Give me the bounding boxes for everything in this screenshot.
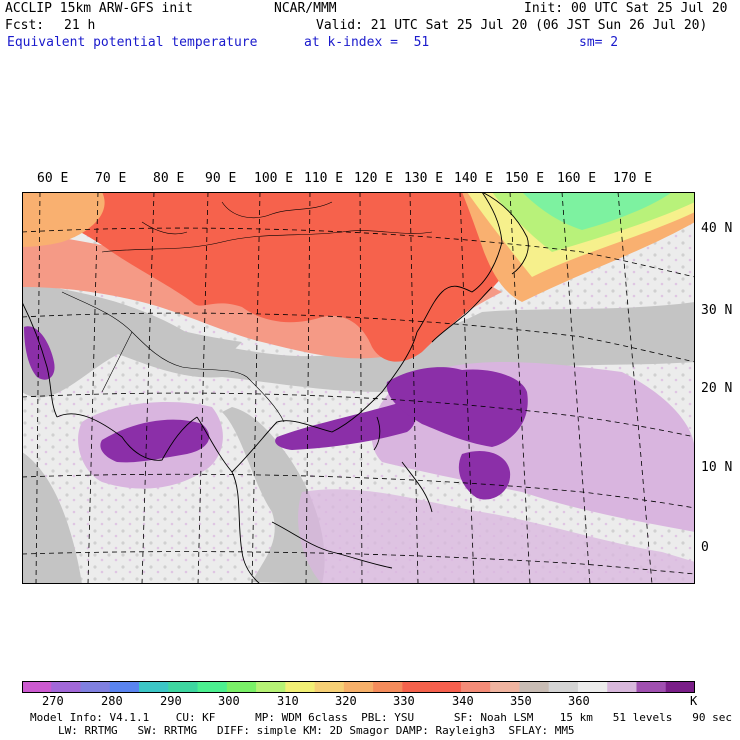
colorbar-tick-label: 350 xyxy=(510,694,532,708)
coastlines xyxy=(22,192,529,584)
grey-region-indochina xyxy=(222,407,325,584)
colorbar-swatch xyxy=(285,681,316,693)
model-info-line-1: Model Info: V4.1.1 CU: KF MP: WDM 6class… xyxy=(30,711,732,724)
colorbar-tick-label: 270 xyxy=(42,694,64,708)
colorbar-swatch xyxy=(490,681,520,693)
lon-label: 120 E xyxy=(354,171,394,186)
green-region xyxy=(522,192,672,230)
colorbar-swatch xyxy=(548,681,579,693)
colorbar-swatch xyxy=(109,681,140,693)
colorbar-swatch xyxy=(314,681,345,693)
grey-region-southwest xyxy=(22,452,82,584)
colorbar-swatch xyxy=(51,681,82,693)
theta-e-map xyxy=(22,192,695,584)
colorbar-swatch xyxy=(80,681,111,693)
colorbar-swatch xyxy=(226,681,257,693)
colorbar-unit: K xyxy=(690,694,698,708)
lon-label: 170 E xyxy=(613,171,653,186)
lat-label: 0 xyxy=(701,540,709,555)
lon-label: 70 E xyxy=(95,171,127,186)
lat-label: 20 N xyxy=(701,381,733,396)
colorbar-swatch xyxy=(607,681,637,693)
purple-region-philippine-sea xyxy=(386,367,528,447)
colorbar-swatch xyxy=(139,681,169,693)
forecast-hours: 21 h xyxy=(64,18,96,33)
lat-label: 10 N xyxy=(701,460,733,475)
lon-label: 110 E xyxy=(304,171,344,186)
colorbar-tick-label: 300 xyxy=(218,694,240,708)
level-label: at k-index = 51 xyxy=(304,35,430,50)
colorbar-swatch xyxy=(636,681,667,693)
colorbar-tick-label: 310 xyxy=(277,694,299,708)
lon-label: 150 E xyxy=(505,171,545,186)
purple-region-west-pacific xyxy=(458,451,511,500)
lon-label: 160 E xyxy=(557,171,597,186)
colorbar-tick-label: 280 xyxy=(101,694,123,708)
valid-time: Valid: 21 UTC Sat 25 Jul 20 (06 JST Sun … xyxy=(316,18,708,33)
init-time: Init: 00 UTC Sat 25 Jul 20 xyxy=(524,1,728,16)
colorbar-tick-label: 330 xyxy=(393,694,415,708)
lat-label: 30 N xyxy=(701,303,733,318)
colorbar-swatch xyxy=(519,681,550,693)
grey-region-tibet xyxy=(22,292,242,398)
smoothing-label: sm= 2 xyxy=(579,35,619,50)
model-title: ACCLIP 15km ARW-GFS init xyxy=(5,1,193,16)
colorbar-swatch xyxy=(22,681,52,693)
colorbar-swatch xyxy=(665,681,695,693)
colorbar-swatch xyxy=(373,681,403,693)
org-label: NCAR/MMM xyxy=(274,1,337,16)
lon-label: 100 E xyxy=(254,171,294,186)
field-name: Equivalent potential temperature xyxy=(7,35,258,50)
model-info-line-2: LW: RRTMG SW: RRTMG DIFF: simple KM: 2D … xyxy=(58,724,575,737)
colorbar-swatch xyxy=(577,681,608,693)
colorbar-swatch xyxy=(168,681,199,693)
lon-label: 140 E xyxy=(454,171,494,186)
red-region-north xyxy=(42,192,502,362)
lon-label: 60 E xyxy=(37,171,69,186)
colorbar-swatch xyxy=(343,681,374,693)
colorbar-swatch xyxy=(460,681,491,693)
lon-label: 90 E xyxy=(205,171,237,186)
lat-label: 40 N xyxy=(701,221,733,236)
forecast-label: Fcst: xyxy=(5,18,45,33)
lon-label: 130 E xyxy=(404,171,444,186)
colorbar-swatch xyxy=(402,681,433,693)
country-borders xyxy=(61,201,433,423)
colorbar-tick-label: 290 xyxy=(160,694,182,708)
colorbar-swatch xyxy=(197,681,228,693)
orange-region xyxy=(22,192,105,247)
graticule xyxy=(22,192,695,584)
purple-region-south-china-sea xyxy=(275,401,417,450)
colorbar-border xyxy=(22,681,695,693)
lon-label: 80 E xyxy=(153,171,185,186)
colorbar-tick-label: 340 xyxy=(452,694,474,708)
lavender-region-equator xyxy=(298,489,695,584)
colorbar-tick-label: 360 xyxy=(568,694,590,708)
colorbar xyxy=(22,681,695,693)
colorbar-tick-label: 320 xyxy=(335,694,357,708)
colorbar-swatch xyxy=(256,681,286,693)
colorbar-swatch xyxy=(431,681,462,693)
